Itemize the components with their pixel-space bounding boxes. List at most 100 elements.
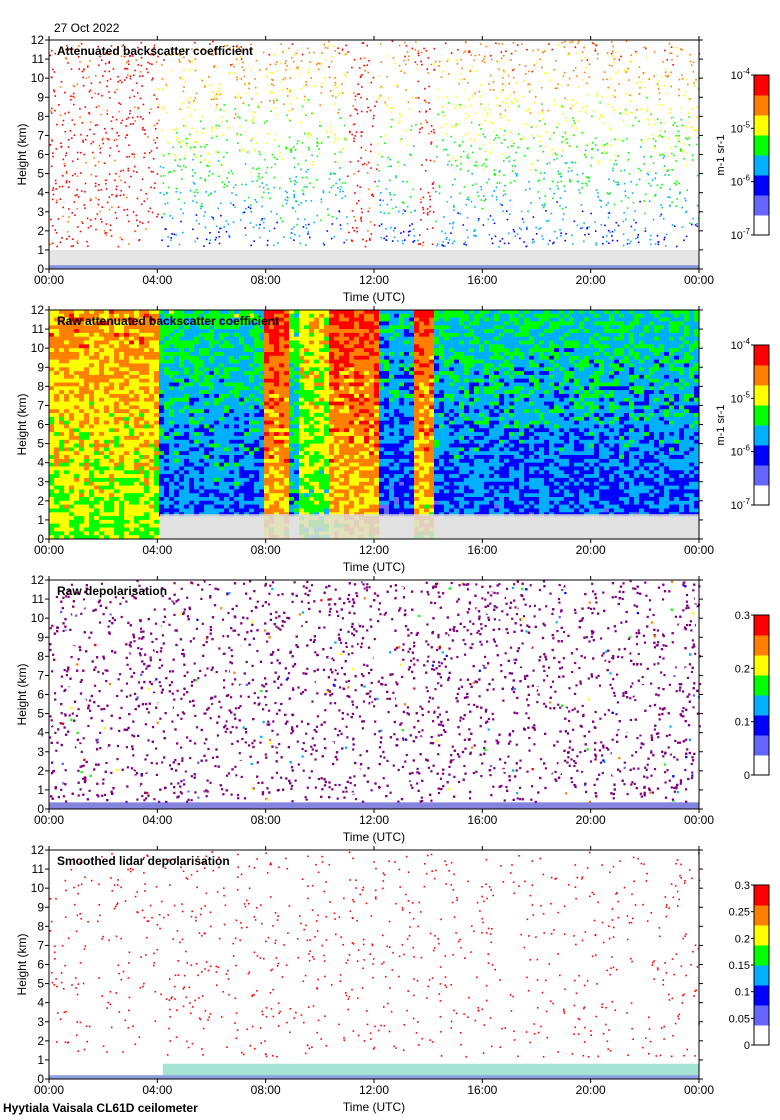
- colorbar-tick-label: 10-7: [731, 497, 751, 512]
- y-tick-label: 9: [37, 630, 44, 644]
- x-tick-label: 00:00: [684, 1083, 714, 1097]
- x-tick-label: 20:00: [576, 1083, 606, 1097]
- y-tick-label: 9: [37, 360, 44, 374]
- colorbar: 10-7 10-6 10-5 10-4 m-1 sr-1: [715, 337, 770, 512]
- panel-title: Raw attenuated backscatter coefficient: [57, 314, 279, 328]
- colorbar-tick-label: 10-4: [731, 337, 751, 352]
- x-tick-label: 16:00: [467, 543, 497, 557]
- y-tick-label: 11: [32, 52, 45, 66]
- x-tick-label: 00:00: [34, 1083, 64, 1097]
- y-tick-label: 4: [37, 996, 44, 1010]
- low-level-layer: [49, 1059, 699, 1079]
- y-axis-label: Height (km): [15, 663, 29, 725]
- x-tick-label: 00:00: [34, 543, 64, 557]
- y-tick-label: 7: [37, 668, 44, 682]
- y-tick-label: 4: [37, 186, 44, 200]
- colorbar-tick-label: 10-6: [731, 444, 751, 459]
- y-tick-label: 6: [37, 418, 44, 432]
- y-tick-label: 2: [37, 494, 44, 508]
- colorbar-tick-label: 0.15: [729, 960, 750, 972]
- heatmap-field: [49, 580, 702, 809]
- y-tick-label: 5: [37, 707, 44, 721]
- colorbar-tick-label: 0: [744, 770, 750, 782]
- low-level-layer: [49, 249, 699, 269]
- y-tick-label: 3: [37, 1015, 44, 1029]
- panel-title: Attenuated backscatter coefficient: [57, 44, 253, 58]
- y-tick-label: 2: [37, 764, 44, 778]
- y-tick-label: 4: [37, 456, 44, 470]
- colorbar-tick-label: 0.05: [729, 1013, 750, 1025]
- y-tick-label: 7: [37, 128, 44, 142]
- panel-title: Raw depolarisation: [57, 584, 167, 598]
- y-tick-label: 12: [31, 33, 45, 47]
- x-tick-label: 04:00: [142, 273, 172, 287]
- x-tick-label: 12:00: [359, 543, 389, 557]
- y-tick-label: 2: [37, 1034, 44, 1048]
- y-tick-label: 6: [37, 148, 44, 162]
- x-tick-label: 20:00: [576, 273, 606, 287]
- colorbar-frame: [753, 614, 770, 776]
- y-tick-label: 4: [37, 726, 44, 740]
- y-tick-label: 1: [37, 243, 44, 257]
- y-tick-label: 10: [31, 611, 45, 625]
- y-tick-label: 1: [37, 1053, 44, 1067]
- x-tick-label: 08:00: [251, 1083, 281, 1097]
- y-tick-label: 7: [37, 938, 44, 952]
- boundary-layer: [49, 802, 699, 809]
- y-tick-label: 8: [37, 379, 44, 393]
- y-tick-label: 12: [31, 573, 45, 587]
- y-tick-label: 3: [37, 475, 44, 489]
- y-tick-label: 3: [37, 745, 44, 759]
- x-axis-label: Time (UTC): [343, 830, 405, 844]
- y-tick-label: 5: [37, 977, 44, 991]
- x-tick-label: 12:00: [359, 1083, 389, 1097]
- colorbar-units: m-1 sr-1: [715, 405, 727, 446]
- y-axis-label: Height (km): [15, 933, 29, 995]
- y-tick-label: 8: [37, 919, 44, 933]
- date-label: 27 Oct 2022: [54, 21, 120, 35]
- x-tick-label: 00:00: [684, 543, 714, 557]
- y-tick-label: 10: [31, 881, 45, 895]
- colorbar-frame: [753, 344, 770, 506]
- colorbar-tick-label: 0.3: [735, 880, 750, 892]
- x-tick-label: 00:00: [34, 273, 64, 287]
- x-tick-label: 00:00: [684, 813, 714, 827]
- colorbar-tick-label: 10-4: [731, 67, 751, 82]
- low-signal-region: [160, 514, 699, 539]
- y-tick-label: 0: [37, 1072, 44, 1086]
- x-tick-label: 08:00: [251, 813, 281, 827]
- y-axis-label: Height (km): [15, 123, 29, 185]
- x-tick-label: 04:00: [142, 543, 172, 557]
- y-tick-label: 8: [37, 109, 44, 123]
- y-tick-label: 8: [37, 649, 44, 663]
- x-tick-label: 20:00: [576, 543, 606, 557]
- panel-title: Smoothed lidar depolarisation: [57, 854, 230, 868]
- colorbar-tick-label: 10-7: [731, 227, 751, 242]
- y-tick-label: 7: [37, 398, 44, 412]
- y-axis-label: Height (km): [15, 393, 29, 455]
- y-tick-label: 10: [31, 71, 45, 85]
- y-tick-label: 0: [37, 802, 44, 816]
- x-tick-label: 12:00: [359, 813, 389, 827]
- y-tick-label: 9: [37, 90, 44, 104]
- instrument-footer: Hyytiala Vaisala CL61D ceilometer: [3, 1101, 198, 1115]
- x-tick-label: 00:00: [34, 813, 64, 827]
- y-tick-label: 6: [37, 688, 44, 702]
- x-tick-label: 20:00: [576, 813, 606, 827]
- colorbar: 10-7 10-6 10-5 10-4 m-1 sr-1: [715, 67, 770, 242]
- y-tick-label: 0: [37, 262, 44, 276]
- heatmap-field: [49, 40, 701, 269]
- x-tick-label: 04:00: [142, 1083, 172, 1097]
- x-tick-label: 04:00: [142, 813, 172, 827]
- colorbar-tick-label: 10-5: [731, 390, 751, 405]
- colorbar-tick-label: 0.2: [735, 663, 750, 675]
- colorbar: 0 0.1 0.2 0.3: [735, 610, 770, 782]
- x-tick-label: 16:00: [467, 813, 497, 827]
- y-tick-label: 3: [37, 205, 44, 219]
- y-tick-label: 12: [31, 843, 45, 857]
